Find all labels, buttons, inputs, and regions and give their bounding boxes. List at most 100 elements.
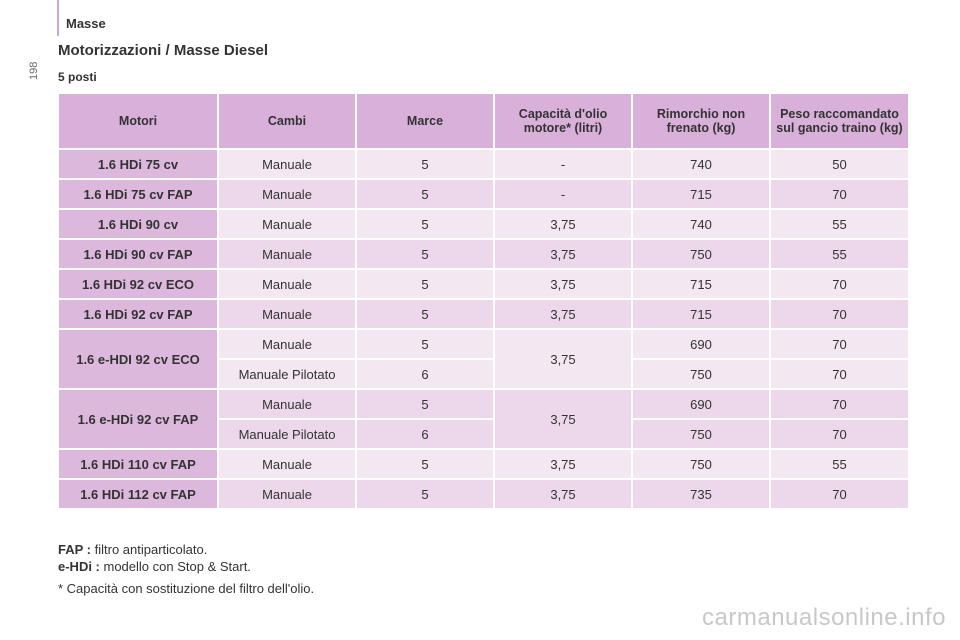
motor-cell: 1.6 e-HDi 92 cv FAP bbox=[59, 390, 217, 448]
olio-cell: 3,75 bbox=[495, 330, 631, 388]
marce-cell: 5 bbox=[357, 480, 493, 508]
rimorchio-cell: 715 bbox=[633, 270, 769, 298]
cambio-cell: Manuale bbox=[219, 450, 355, 478]
watermark: carmanualsonline.info bbox=[702, 604, 946, 631]
rimorchio-cell: 715 bbox=[633, 180, 769, 208]
marce-cell: 5 bbox=[357, 180, 493, 208]
motor-cell: 1.6 HDi 90 cv FAP bbox=[59, 240, 217, 268]
cambio-cell: Manuale bbox=[219, 240, 355, 268]
rimorchio-cell: 740 bbox=[633, 150, 769, 178]
rimorchio-cell: 750 bbox=[633, 240, 769, 268]
header-capacita-olio: Capacità d'olio motore* (litri) bbox=[495, 94, 631, 148]
marce-cell: 5 bbox=[357, 450, 493, 478]
table-row: 1.6 HDi 75 cv FAP Manuale 5 - 715 70 bbox=[59, 180, 908, 208]
rimorchio-cell: 740 bbox=[633, 210, 769, 238]
table-row: 1.6 HDi 75 cv Manuale 5 - 740 50 bbox=[59, 150, 908, 178]
olio-cell: - bbox=[495, 150, 631, 178]
note-ehdi-text: modello con Stop & Start. bbox=[99, 559, 251, 574]
table-row: 1.6 HDi 90 cv Manuale 5 3,75 740 55 bbox=[59, 210, 908, 238]
section-heading: Masse bbox=[66, 16, 106, 31]
peso-cell: 70 bbox=[771, 180, 908, 208]
peso-cell: 70 bbox=[771, 330, 908, 358]
olio-cell: - bbox=[495, 180, 631, 208]
peso-cell: 70 bbox=[771, 480, 908, 508]
olio-cell: 3,75 bbox=[495, 450, 631, 478]
cambio-cell: Manuale bbox=[219, 390, 355, 418]
peso-cell: 50 bbox=[771, 150, 908, 178]
table-row: 1.6 e-HDI 92 cv ECO Manuale 5 3,75 690 7… bbox=[59, 330, 908, 388]
peso-cell: 70 bbox=[771, 300, 908, 328]
cambio-cell: Manuale bbox=[219, 180, 355, 208]
header-rimorchio: Rimorchio non frenato (kg) bbox=[633, 94, 769, 148]
note-fap-label: FAP : bbox=[58, 542, 91, 557]
cambio-cell: Manuale bbox=[219, 150, 355, 178]
note-ehdi-label: e-HDi : bbox=[58, 559, 100, 574]
olio-cell: 3,75 bbox=[495, 240, 631, 268]
olio-cell: 3,75 bbox=[495, 300, 631, 328]
table-row: Manuale Pilotato 6 750 70 bbox=[59, 420, 908, 448]
note-fap: FAP : filtro antiparticolato. bbox=[58, 541, 251, 558]
header-marce: Marce bbox=[357, 94, 493, 148]
olio-cell: 3,75 bbox=[495, 270, 631, 298]
table-row: 1.6 HDi 92 cv FAP Manuale 5 3,75 715 70 bbox=[59, 300, 908, 328]
rimorchio-cell: 690 bbox=[633, 390, 769, 418]
marce-cell: 5 bbox=[357, 210, 493, 238]
motor-cell: 1.6 HDi 110 cv FAP bbox=[59, 450, 217, 478]
motor-cell: 1.6 HDi 75 cv FAP bbox=[59, 180, 217, 208]
marce-cell: 5 bbox=[357, 270, 493, 298]
cambio-cell: Manuale bbox=[219, 330, 355, 358]
cambio-cell: Manuale bbox=[219, 300, 355, 328]
marce-cell: 5 bbox=[357, 240, 493, 268]
cambio-cell: Manuale bbox=[219, 480, 355, 508]
section-accent-bar bbox=[57, 0, 59, 36]
peso-cell: 70 bbox=[771, 270, 908, 298]
rimorchio-cell: 690 bbox=[633, 330, 769, 358]
cambio-cell: Manuale bbox=[219, 270, 355, 298]
footnote: * Capacità con sostituzione del filtro d… bbox=[58, 581, 315, 596]
motor-cell: 1.6 HDi 92 cv FAP bbox=[59, 300, 217, 328]
peso-cell: 55 bbox=[771, 450, 908, 478]
peso-cell: 55 bbox=[771, 240, 908, 268]
table-row: 1.6 HDi 92 cv ECO Manuale 5 3,75 715 70 bbox=[59, 270, 908, 298]
rimorchio-cell: 715 bbox=[633, 300, 769, 328]
rimorchio-cell: 750 bbox=[633, 420, 769, 448]
note-fap-text: filtro antiparticolato. bbox=[91, 542, 208, 557]
table-row: 1.6 e-HDi 92 cv FAP Manuale 5 3,75 690 7… bbox=[59, 390, 908, 448]
table-row: 1.6 HDi 110 cv FAP Manuale 5 3,75 750 55 bbox=[59, 450, 908, 478]
olio-cell: 3,75 bbox=[495, 210, 631, 238]
motor-cell: 1.6 HDi 112 cv FAP bbox=[59, 480, 217, 508]
note-ehdi: e-HDi : modello con Stop & Start. bbox=[58, 558, 251, 575]
table-header-row: Motori Cambi Marce Capacità d'olio motor… bbox=[59, 94, 908, 148]
rimorchio-cell: 750 bbox=[633, 450, 769, 478]
header-peso: Peso raccomandato sul gancio traino (kg) bbox=[771, 94, 908, 148]
motor-cell: 1.6 HDi 90 cv bbox=[59, 210, 217, 238]
header-motori: Motori bbox=[59, 94, 217, 148]
motor-cell: 1.6 e-HDI 92 cv ECO bbox=[59, 330, 217, 388]
peso-cell: 70 bbox=[771, 360, 908, 388]
cambio-cell: Manuale Pilotato bbox=[219, 420, 355, 448]
rimorchio-cell: 750 bbox=[633, 360, 769, 388]
olio-cell: 3,75 bbox=[495, 480, 631, 508]
legend-notes: FAP : filtro antiparticolato. e-HDi : mo… bbox=[58, 541, 251, 575]
peso-cell: 55 bbox=[771, 210, 908, 238]
marce-cell: 5 bbox=[357, 150, 493, 178]
header-cambi: Cambi bbox=[219, 94, 355, 148]
masse-table: Motori Cambi Marce Capacità d'olio motor… bbox=[57, 92, 910, 510]
table-row: 1.6 HDi 112 cv FAP Manuale 5 3,75 735 70 bbox=[59, 480, 908, 508]
marce-cell: 5 bbox=[357, 390, 493, 418]
marce-cell: 5 bbox=[357, 300, 493, 328]
olio-cell: 3,75 bbox=[495, 390, 631, 448]
table-row: Manuale Pilotato 6 750 70 bbox=[59, 360, 908, 388]
rimorchio-cell: 735 bbox=[633, 480, 769, 508]
peso-cell: 70 bbox=[771, 390, 908, 418]
motor-cell: 1.6 HDi 75 cv bbox=[59, 150, 217, 178]
table-subtitle: 5 posti bbox=[58, 70, 97, 84]
motor-cell: 1.6 HDi 92 cv ECO bbox=[59, 270, 217, 298]
table-row: 1.6 HDi 90 cv FAP Manuale 5 3,75 750 55 bbox=[59, 240, 908, 268]
marce-cell: 5 bbox=[357, 330, 493, 358]
page-number: 198 bbox=[28, 61, 40, 80]
cambio-cell: Manuale Pilotato bbox=[219, 360, 355, 388]
peso-cell: 70 bbox=[771, 420, 908, 448]
marce-cell: 6 bbox=[357, 420, 493, 448]
cambio-cell: Manuale bbox=[219, 210, 355, 238]
